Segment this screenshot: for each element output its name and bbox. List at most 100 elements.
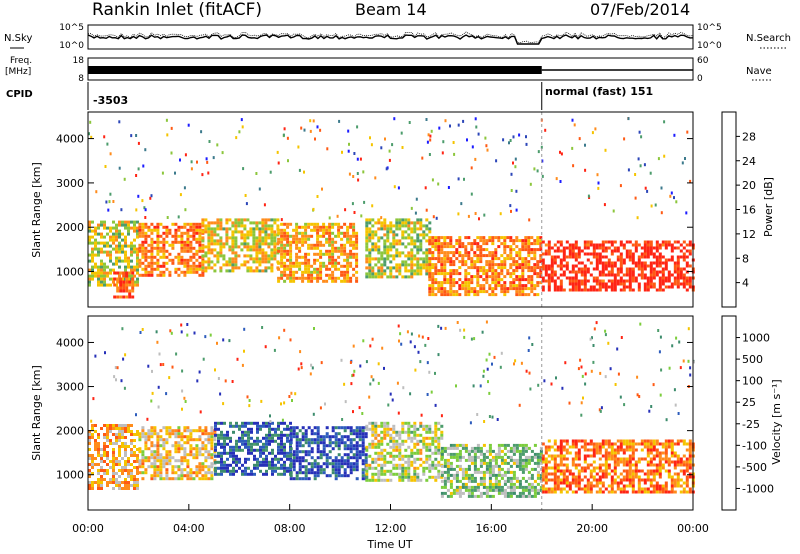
heatmap-cell [595, 472, 599, 476]
heatmap-cell [374, 242, 378, 246]
heatmap-cell [685, 264, 689, 268]
heatmap-cell [258, 233, 262, 237]
heatmap-cell [326, 147, 329, 151]
heatmap-cell [204, 260, 208, 264]
heatmap-cell [316, 237, 320, 241]
heatmap-cell [482, 473, 486, 477]
heatmap-cell [207, 233, 211, 237]
heatmap-cell [103, 472, 106, 475]
heatmap-cell [628, 267, 632, 271]
heatmap-cell [497, 488, 501, 492]
heatmap-cell [619, 252, 623, 256]
heatmap-cell [100, 481, 103, 484]
heatmap-cell [616, 246, 620, 250]
heatmap-cell [207, 239, 211, 243]
heatmap-cell [270, 248, 274, 252]
heatmap-cell [515, 446, 519, 450]
heatmap-cell [604, 148, 607, 152]
heatmap-cell [676, 240, 680, 244]
heatmap-cell [547, 246, 551, 250]
heatmap-cell [267, 227, 271, 231]
heatmap-cell [277, 237, 281, 241]
heatmap-cell [130, 469, 133, 472]
heatmap-cell [425, 457, 429, 461]
heatmap-cell [325, 267, 329, 271]
heatmap-cell [482, 461, 486, 465]
heatmap-cell [452, 467, 456, 471]
heatmap-cell [422, 445, 426, 449]
heatmap-cell [195, 231, 199, 235]
heatmap-cell [452, 281, 456, 285]
heatmap-cell [601, 445, 605, 449]
heatmap-cell [298, 231, 302, 235]
heatmap-cell [159, 468, 163, 472]
heatmap-cell [518, 455, 522, 459]
heatmap-cell [601, 282, 605, 286]
heatmap-cell [657, 157, 660, 161]
heatmap-cell [147, 429, 151, 433]
heatmap-cell [383, 245, 387, 249]
heatmap-cell [491, 488, 495, 492]
heatmap-cell [328, 435, 332, 439]
heatmap-cell [449, 281, 453, 285]
heatmap-cell [337, 441, 341, 445]
heatmap-cell [689, 179, 692, 183]
heatmap-cell [374, 248, 378, 252]
heatmap-cell [440, 449, 444, 453]
heatmap-cell [371, 466, 375, 470]
heatmap-cell [156, 231, 160, 235]
colorbar-tick-label: 4 [742, 277, 749, 290]
heatmap-cell [192, 447, 196, 451]
heatmap-cell [470, 257, 474, 261]
heatmap-cell [607, 270, 611, 274]
heatmap-cell [533, 491, 537, 495]
heatmap-cell [625, 252, 629, 256]
heatmap-cell [258, 187, 261, 191]
heatmap-cell [643, 246, 647, 250]
heatmap-cell [613, 448, 617, 452]
heatmap-cell [319, 240, 323, 244]
heatmap-cell [586, 279, 590, 283]
heatmap-cell [383, 427, 387, 431]
heatmap-cell [518, 467, 522, 471]
heatmap-cell [491, 266, 495, 270]
heatmap-cell [150, 240, 154, 244]
heatmap-cell [395, 218, 399, 222]
heatmap-cell [201, 266, 205, 270]
heatmap-cell [589, 490, 593, 494]
heatmap-cell [541, 258, 545, 262]
heatmap-cell [267, 266, 271, 270]
heatmap-cell [485, 491, 489, 495]
heatmap-cell [488, 494, 492, 498]
heatmap-cell [580, 267, 584, 271]
heatmap-cell [374, 272, 378, 276]
heatmap-cell [295, 426, 299, 430]
heatmap-cell [177, 477, 181, 481]
heatmap-cell [533, 167, 536, 171]
heatmap-cell [386, 227, 390, 231]
heatmap-cell [219, 251, 223, 255]
heatmap-cell [429, 138, 432, 142]
heatmap-cell [159, 240, 163, 244]
heatmap-cell [533, 443, 537, 447]
heatmap-cell [112, 472, 115, 475]
heatmap-cell [244, 442, 247, 446]
heatmap-cell [416, 221, 420, 225]
heatmap-cell [213, 233, 217, 237]
heatmap-cell [286, 439, 289, 443]
heatmap-cell [331, 225, 335, 229]
heatmap-cell [613, 261, 617, 265]
heatmap-cell [544, 249, 548, 253]
heatmap-cell [586, 267, 590, 271]
heatmap-cell [189, 234, 193, 238]
heatmap-cell [289, 258, 293, 262]
power-colorbar-label: Power [dB] [762, 177, 775, 237]
heatmap-cell [442, 140, 445, 144]
heatmap-cell [144, 234, 148, 238]
heatmap-cell [274, 430, 277, 434]
heatmap-cell [577, 270, 581, 274]
heatmap-cell [572, 164, 575, 168]
heatmap-cell [425, 272, 429, 276]
heatmap-cell [533, 287, 537, 291]
